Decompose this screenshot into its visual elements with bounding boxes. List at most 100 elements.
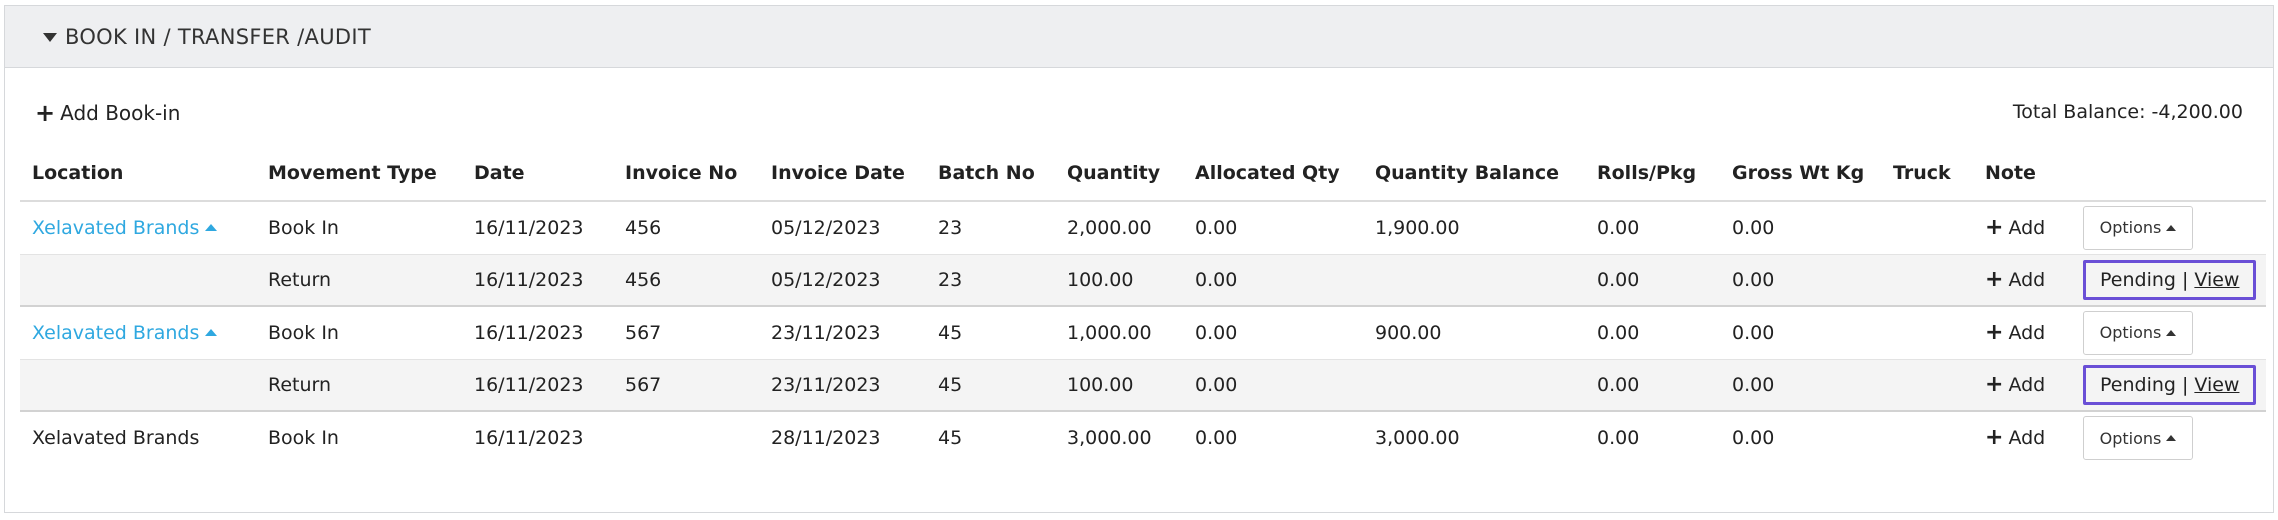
separator: | [2181, 373, 2189, 396]
invoice-date-cell: 28/11/2023 [759, 410, 926, 464]
batch-no-cell: 23 [926, 253, 1055, 307]
pending-label: Pending [2100, 373, 2176, 396]
panel-title: BOOK IN / TRANSFER /AUDIT [65, 24, 371, 49]
quantity-cell: 3,000.00 [1055, 410, 1183, 464]
truck-cell [1881, 305, 1973, 359]
movement-type-cell: Book In [256, 200, 462, 254]
add-book-in-label: Add Book-in [60, 101, 181, 125]
date-cell: 16/11/2023 [462, 253, 613, 307]
table-row: Xelavated Brands Book In 16/11/2023 567 … [20, 305, 2266, 359]
add-note-button[interactable]: + Add [1985, 214, 2046, 240]
plus-icon: + [35, 99, 56, 127]
location-link[interactable]: Xelavated Brands [32, 217, 218, 239]
location-cell [20, 358, 256, 412]
allocated-qty-cell: 0.00 [1183, 410, 1363, 464]
caret-up-icon [205, 329, 218, 337]
gross-wt-cell: 0.00 [1720, 305, 1881, 359]
plus-icon: + [1985, 371, 2004, 397]
column-header-gross-wt: Gross Wt Kg [1720, 146, 1881, 202]
column-header-actions [2071, 146, 2266, 202]
truck-cell [1881, 410, 1973, 464]
column-header-note: Note [1973, 146, 2071, 202]
actions-cell: Pending | View [2071, 358, 2266, 412]
add-note-label: Add [2008, 321, 2046, 344]
column-header-truck: Truck [1881, 146, 1973, 202]
actions-cell: Pending | View [2071, 253, 2266, 307]
column-header-invoice-date: Invoice Date [759, 146, 926, 202]
movement-type-cell: Return [256, 358, 462, 412]
allocated-qty-cell: 0.00 [1183, 200, 1363, 254]
table-row: Xelavated Brands Book In 16/11/2023 456 … [20, 200, 2266, 254]
caret-down-icon[interactable] [43, 33, 57, 42]
table-row: Return 16/11/2023 456 05/12/2023 23 100.… [20, 253, 2266, 307]
quantity-balance-cell: 3,000.00 [1363, 410, 1585, 464]
column-header-invoice-no: Invoice No [613, 146, 759, 202]
note-cell: + Add [1973, 358, 2071, 412]
movement-type-cell: Book In [256, 410, 462, 464]
column-header-quantity-balance: Quantity Balance [1363, 146, 1585, 202]
note-cell: + Add [1973, 305, 2071, 359]
invoice-no-cell: 567 [613, 358, 759, 412]
add-note-label: Add [2008, 216, 2046, 239]
book-in-panel: BOOK IN / TRANSFER /AUDIT + Add Book-in … [4, 5, 2274, 513]
batch-no-cell: 45 [926, 358, 1055, 412]
location-cell [20, 253, 256, 307]
table-row: Return 16/11/2023 567 23/11/2023 45 100.… [20, 358, 2266, 412]
batch-no-cell: 45 [926, 410, 1055, 464]
location-link[interactable]: Xelavated Brands [32, 321, 218, 344]
gross-wt-cell: 0.00 [1720, 358, 1881, 412]
invoice-no-cell: 567 [613, 305, 759, 359]
note-cell: + Add [1973, 253, 2071, 307]
invoice-date-cell: 23/11/2023 [759, 305, 926, 359]
separator: | [2181, 268, 2189, 291]
date-cell: 16/11/2023 [462, 410, 613, 464]
movement-type-cell: Book In [256, 305, 462, 359]
add-note-button[interactable]: + Add [1985, 371, 2045, 397]
view-link[interactable]: View [2194, 268, 2240, 291]
rolls-pkg-cell: 0.00 [1585, 253, 1720, 307]
location-cell: Xelavated Brands [20, 410, 256, 464]
invoice-date-cell: 05/12/2023 [759, 200, 926, 254]
options-button[interactable]: Options [2083, 416, 2193, 460]
options-button[interactable]: Options [2083, 205, 2193, 250]
panel-header[interactable]: BOOK IN / TRANSFER /AUDIT [5, 6, 2273, 68]
quantity-balance-cell: 1,900.00 [1363, 200, 1585, 254]
caret-up-icon [2166, 435, 2177, 441]
allocated-qty-cell: 0.00 [1183, 253, 1363, 307]
total-balance: Total Balance: -4,200.00 [2012, 101, 2243, 123]
note-cell: + Add [1973, 200, 2071, 254]
actions-cell: Options [2071, 305, 2266, 359]
column-header-location: Location [20, 146, 256, 202]
column-header-batch-no: Batch No [926, 146, 1055, 202]
options-button[interactable]: Options [2083, 310, 2193, 355]
plus-icon: + [1985, 425, 2004, 450]
add-book-in-button[interactable]: + Add Book-in [35, 101, 180, 125]
gross-wt-cell: 0.00 [1720, 410, 1881, 464]
location-text: Xelavated Brands [32, 321, 200, 344]
add-note-button[interactable]: + Add [1985, 425, 2045, 450]
options-label: Options [2099, 323, 2162, 343]
allocated-qty-cell: 0.00 [1183, 358, 1363, 412]
quantity-balance-cell: 900.00 [1363, 305, 1585, 359]
truck-cell [1881, 200, 1973, 254]
invoice-date-cell: 05/12/2023 [759, 253, 926, 307]
plus-icon: + [1985, 214, 2004, 240]
invoice-no-cell: 456 [613, 200, 759, 254]
add-note-label: Add [2008, 268, 2046, 291]
add-note-button[interactable]: + Add [1985, 321, 2046, 344]
date-cell: 16/11/2023 [462, 305, 613, 359]
add-note-button[interactable]: + Add [1985, 268, 2046, 291]
toolbar: + Add Book-in Total Balance: -4,200.00 [35, 101, 2243, 131]
table-header-row: Location Movement Type Date Invoice No I… [20, 146, 2266, 202]
quantity-cell: 100.00 [1055, 358, 1183, 412]
column-header-allocated-qty: Allocated Qty [1183, 146, 1363, 202]
note-cell: + Add [1973, 410, 2071, 464]
quantity-balance-cell [1363, 253, 1585, 307]
rolls-pkg-cell: 0.00 [1585, 305, 1720, 359]
location-cell[interactable]: Xelavated Brands [20, 200, 256, 254]
caret-up-icon [2166, 224, 2177, 231]
caret-up-icon [2166, 329, 2177, 336]
location-cell[interactable]: Xelavated Brands [20, 305, 256, 359]
date-cell: 16/11/2023 [462, 200, 613, 254]
view-link[interactable]: View [2194, 373, 2240, 396]
